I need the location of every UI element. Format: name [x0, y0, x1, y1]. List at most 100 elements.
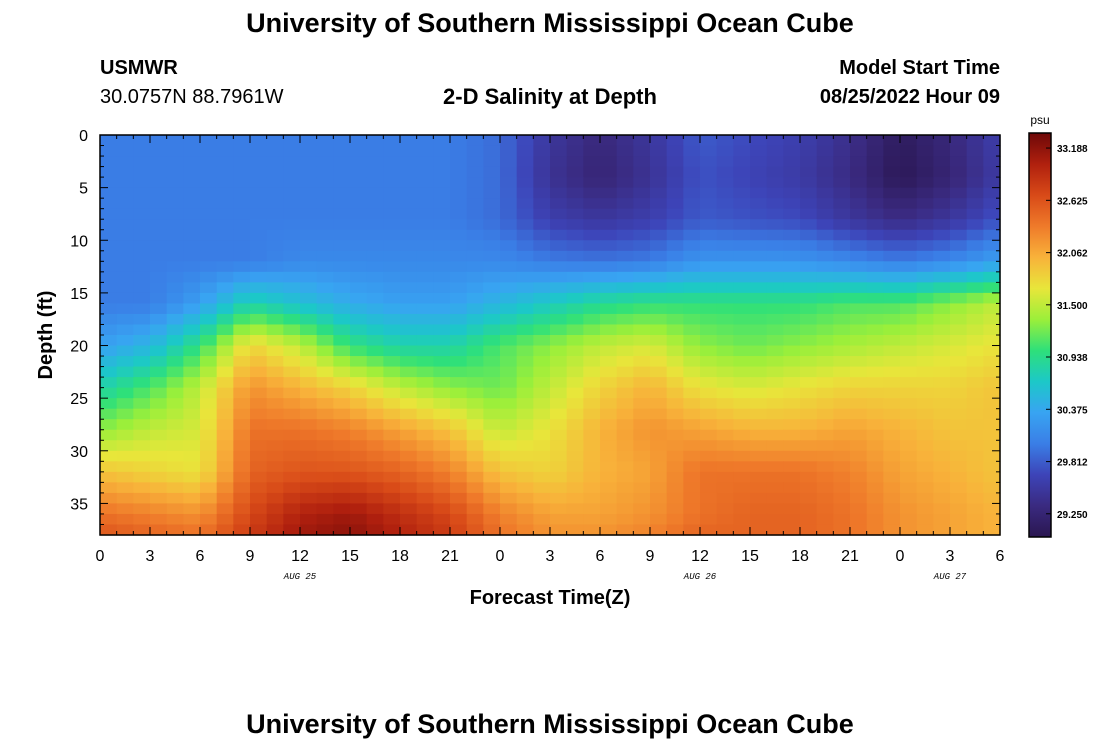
heatmap-cell: [416, 513, 434, 526]
heatmap-cell: [300, 250, 318, 262]
heatmap-cell: [650, 324, 668, 336]
heatmap-cell: [500, 387, 518, 399]
heatmap-cell: [116, 229, 134, 241]
heatmap-cell: [683, 198, 701, 210]
heatmap-cell: [666, 440, 684, 452]
heatmap-cell: [300, 187, 318, 199]
heatmap-cell: [916, 198, 934, 210]
heatmap-cell: [933, 503, 951, 515]
heatmap-cell: [650, 503, 668, 515]
heatmap-cell: [366, 461, 384, 473]
heatmap-cell: [200, 145, 218, 157]
heatmap-cell: [683, 398, 701, 410]
heatmap-cell: [283, 492, 301, 505]
heatmap-cell: [150, 335, 168, 347]
heatmap-cell: [233, 492, 251, 505]
heatmap-cell: [700, 250, 718, 262]
heatmap-cell: [800, 398, 818, 410]
heatmap-cell: [233, 271, 251, 283]
heatmap-cell: [866, 450, 884, 462]
heatmap-cell: [650, 177, 668, 189]
heatmap-cell: [833, 145, 851, 157]
heatmap-cell: [483, 440, 501, 452]
heatmap-cell: [900, 429, 918, 441]
heatmap-cell: [683, 219, 701, 231]
x-tick-label: 12: [691, 548, 709, 565]
heatmap-cell: [900, 440, 918, 452]
heatmap-cell: [316, 461, 334, 473]
heatmap-cell: [116, 377, 134, 389]
heatmap-cell: [333, 503, 351, 515]
colorbar-tick-label: 29.250: [1057, 510, 1088, 521]
heatmap-cell: [100, 440, 118, 452]
heatmap-cell: [133, 156, 151, 168]
heatmap-cell: [950, 398, 968, 410]
heatmap-cell: [566, 492, 584, 505]
heatmap-cell: [166, 250, 184, 262]
heatmap-cell: [166, 166, 184, 178]
heatmap-cell: [716, 524, 734, 536]
heatmap-cell: [516, 513, 534, 526]
heatmap-cell: [716, 219, 734, 231]
heatmap-cell: [650, 492, 668, 505]
heatmap-cell: [200, 335, 218, 347]
heatmap-cell: [883, 419, 901, 431]
heatmap-cell: [933, 313, 951, 326]
heatmap-cell: [816, 250, 834, 262]
heatmap-cell: [566, 250, 584, 262]
heatmap-cell: [483, 366, 501, 378]
heatmap-cell: [100, 198, 118, 210]
heatmap-cell: [850, 408, 868, 420]
heatmap-cell: [850, 450, 868, 462]
heatmap-cell: [683, 366, 701, 378]
heatmap-cell: [266, 219, 284, 231]
heatmap-cell: [750, 198, 768, 210]
heatmap-cell: [500, 524, 518, 536]
heatmap-cell: [683, 324, 701, 336]
heatmap-cell: [216, 219, 234, 231]
heatmap-cell: [583, 282, 601, 294]
heatmap-cell: [266, 187, 284, 199]
heatmap-cell: [116, 461, 134, 473]
heatmap-cell: [400, 440, 418, 452]
heatmap-cell: [200, 219, 218, 231]
heatmap-cell: [366, 324, 384, 336]
heatmap-cell: [733, 282, 751, 294]
heatmap-cell: [516, 356, 534, 368]
heatmap-cell: [166, 366, 184, 378]
heatmap-cell: [283, 513, 301, 526]
heatmap-cell: [650, 345, 668, 357]
heatmap-cell: [350, 345, 368, 357]
heatmap-cell: [583, 524, 601, 536]
heatmap-cell: [200, 208, 218, 220]
heatmap-cell: [200, 461, 218, 473]
heatmap-cell: [400, 524, 418, 536]
heatmap-cell: [116, 261, 134, 273]
heatmap-cell: [766, 419, 784, 431]
heatmap-cell: [150, 271, 168, 283]
heatmap-cell: [150, 398, 168, 410]
y-tick-label: 25: [70, 391, 88, 408]
heatmap-cell: [483, 345, 501, 357]
heatmap-cell: [500, 440, 518, 452]
heatmap-cell: [216, 313, 234, 326]
heatmap-cell: [200, 503, 218, 515]
heatmap-cell: [983, 177, 1001, 189]
heatmap-cell: [183, 513, 201, 526]
heatmap-cell: [616, 482, 634, 494]
x-tick-label: 18: [391, 548, 409, 565]
heatmap-cell: [100, 187, 118, 199]
heatmap-cell: [400, 324, 418, 336]
heatmap-cell: [216, 145, 234, 157]
heatmap-cell: [950, 377, 968, 389]
heatmap-cell: [950, 229, 968, 241]
heatmap-cell: [966, 503, 984, 515]
heatmap-cell: [816, 187, 834, 199]
heatmap-cell: [666, 156, 684, 168]
heatmap-cell: [616, 261, 634, 273]
heatmap-cell: [900, 524, 918, 536]
heatmap-cell: [400, 387, 418, 399]
heatmap-cell: [316, 156, 334, 168]
heatmap-cell: [100, 366, 118, 378]
heatmap-cell: [866, 471, 884, 483]
